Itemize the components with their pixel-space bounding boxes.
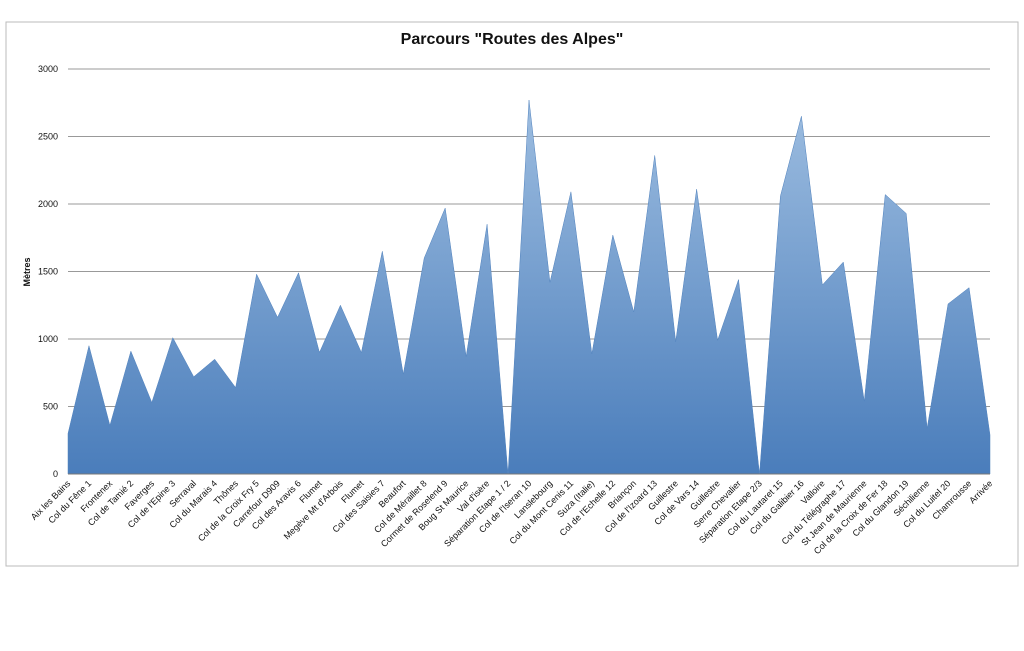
y-tick-label: 1000 (38, 334, 58, 344)
y-tick-label: 2000 (38, 199, 58, 209)
chart-frame (5, 21, 1019, 567)
y-tick-label: 0 (53, 469, 58, 479)
y-tick-label: 500 (43, 402, 58, 412)
area (67, 100, 991, 475)
chart-title: Parcours "Routes des Alpes" (401, 31, 624, 48)
y-axis-label: Mètres (22, 257, 32, 286)
y-tick-label: 1500 (38, 267, 58, 277)
y-tick-label: 3000 (38, 64, 58, 74)
y-tick-label: 2500 (38, 132, 58, 142)
